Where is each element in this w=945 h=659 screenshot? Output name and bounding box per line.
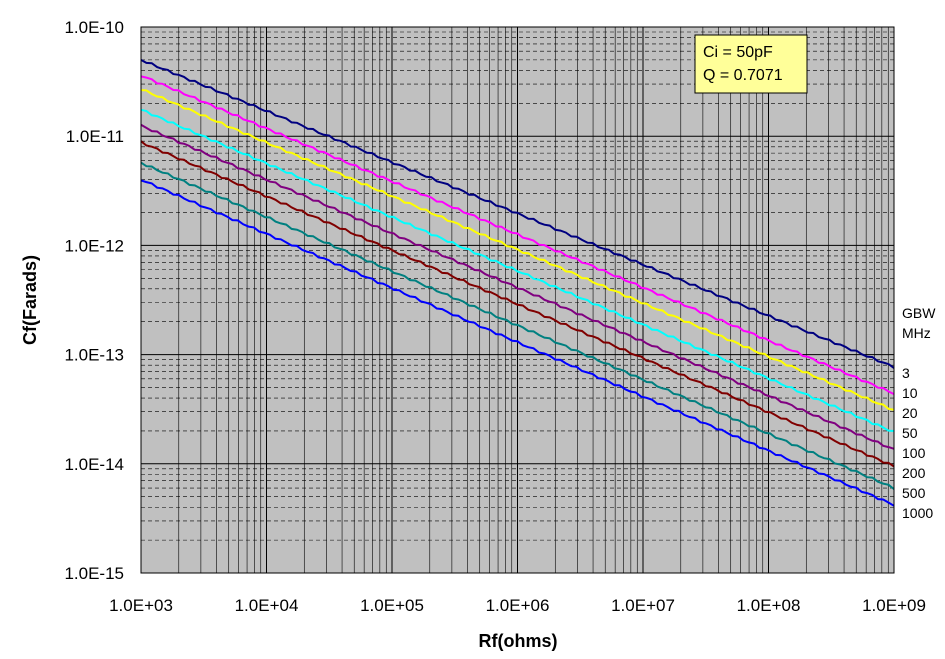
grid-minor [141,27,894,573]
series-line [140,179,895,507]
series-label: 100 [902,445,926,461]
x-tick-label: 1.0E+04 [235,596,299,615]
x-tick-label: 1.0E+03 [109,596,173,615]
annotation-box: Ci = 50pF Q = 0.7071 [694,34,808,94]
x-tick-label: 1.0E+06 [486,596,550,615]
series-label: 500 [902,485,926,501]
series-label: 10 [902,385,918,401]
annotation-line-2: Q = 0.7071 [703,67,783,84]
series-label: 1000 [902,505,933,521]
x-tick-label: 1.0E+09 [862,596,926,615]
series-line [140,108,895,432]
series-label: 200 [902,465,926,481]
x-tick-label: 1.0E+07 [611,596,675,615]
y-tick-label: 1.0E-13 [64,346,124,365]
y-tick-label: 1.0E-11 [66,127,124,146]
x-tick-label: 1.0E+05 [360,596,424,615]
legend-title-line-2: MHz [902,325,931,341]
y-tick-label: 1.0E-14 [64,455,124,474]
annotation-background [694,34,808,94]
series-label: 3 [902,365,910,381]
y-tick-label: 1.0E-15 [64,564,124,583]
x-tick-label: 1.0E+08 [737,596,801,615]
y-tick-label: 1.0E-10 [64,18,124,37]
annotation-line-1: Ci = 50pF [703,44,773,61]
series-labels: 3 10 20 50 100 200 500 1000 [902,365,933,521]
y-tick-label: 1.0E-12 [64,236,124,255]
x-tick-labels: 1.0E+03 1.0E+04 1.0E+05 1.0E+06 1.0E+07 1.0E+… [109,596,926,615]
y-axis-title: Cf(Farads) [20,255,40,345]
series-line [140,123,895,450]
series-label: 20 [902,405,918,421]
x-axis-title: Rf(ohms) [479,631,558,651]
y-tick-labels: 1.0E-10 1.0E-11 1.0E-12 1.0E-13 1.0E-14 1.0E-… [64,18,124,583]
series-line [140,89,895,411]
series-line [140,140,895,468]
series-line [140,161,895,490]
series-line [140,59,895,369]
series-label: 50 [902,425,918,441]
legend-title-line-1: GBW [902,305,936,321]
series-layer [140,59,895,507]
series-line [140,75,895,396]
plot-frame [140,26,895,574]
